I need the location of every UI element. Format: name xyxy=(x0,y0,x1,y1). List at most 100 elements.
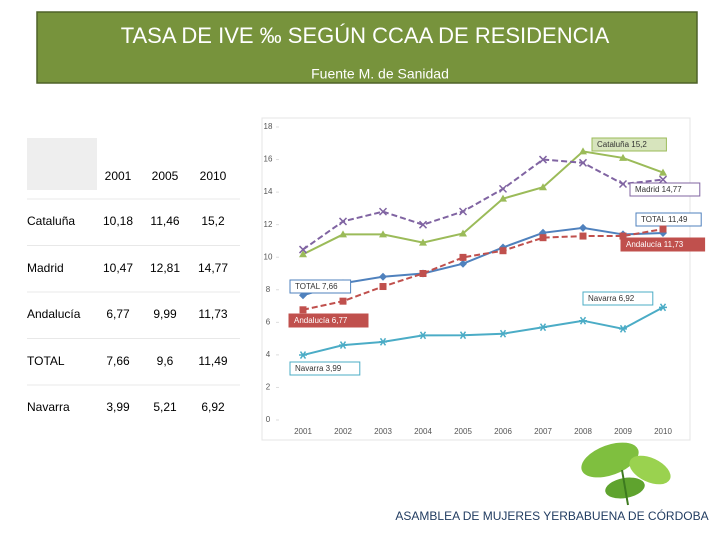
table-cell: 11,46 xyxy=(150,214,180,228)
marker xyxy=(499,194,507,202)
table-cell: 12,81 xyxy=(149,260,181,275)
series-line xyxy=(302,150,664,256)
label-box xyxy=(591,137,667,152)
table-header: 2005 xyxy=(151,169,179,183)
x-tick-label: 2002 xyxy=(334,427,352,436)
marker xyxy=(539,183,547,191)
table-cell: 11,73 xyxy=(198,307,228,321)
marker xyxy=(579,147,587,155)
data-label: Navarra 3,99 xyxy=(295,364,342,373)
y-tick-label: 16 xyxy=(264,155,273,164)
table-cell: 7,66 xyxy=(106,353,130,368)
data-label: TOTAL 7,66 xyxy=(295,282,338,291)
marker xyxy=(619,232,627,240)
data-label: Cataluña 15,2 xyxy=(597,140,647,149)
table-header: 2001 xyxy=(104,169,132,183)
marker xyxy=(339,230,347,238)
marker xyxy=(459,229,467,237)
x-tick-label: 2009 xyxy=(614,427,632,436)
marker xyxy=(339,297,347,305)
marker xyxy=(379,272,387,281)
row-label: Navarra xyxy=(27,400,70,414)
label-box xyxy=(620,237,706,252)
label-box xyxy=(288,313,369,328)
table-cell: 3,99 xyxy=(106,400,130,414)
marker xyxy=(419,331,427,340)
y-tick-label: 0 xyxy=(266,415,271,424)
marker xyxy=(659,168,667,176)
row-label: TOTAL xyxy=(27,353,65,368)
subtitle: Fuente M. de Sanidad xyxy=(311,66,449,82)
label-box xyxy=(582,291,654,306)
marker xyxy=(379,283,387,291)
label-box xyxy=(629,182,701,197)
marker xyxy=(499,247,507,255)
marker xyxy=(298,245,308,254)
marker xyxy=(618,179,628,189)
marker xyxy=(459,331,467,340)
label-box xyxy=(289,279,352,294)
marker xyxy=(418,220,428,229)
marker xyxy=(658,175,668,184)
table-corner xyxy=(27,138,97,190)
row-label: Cataluña xyxy=(27,214,76,228)
series-line xyxy=(302,226,664,297)
title-box xyxy=(36,11,698,84)
mint-leaves xyxy=(581,442,671,506)
x-tick-label: 2001 xyxy=(294,427,312,436)
marker xyxy=(459,253,467,261)
table-cell: 15,2 xyxy=(201,214,225,228)
marker xyxy=(619,153,627,161)
table-cell: 9,6 xyxy=(156,353,174,368)
marker xyxy=(379,337,387,346)
label-box xyxy=(635,212,702,227)
data-label: Andalucía 6,77 xyxy=(294,316,348,325)
y-tick-label: 12 xyxy=(264,220,273,229)
row-label: Madrid xyxy=(27,260,64,275)
marker xyxy=(339,341,347,350)
marker xyxy=(619,324,627,333)
marker xyxy=(458,207,468,216)
table-cell: 6,77 xyxy=(106,307,130,321)
marker xyxy=(539,234,547,242)
marker xyxy=(378,207,388,216)
marker xyxy=(499,329,507,338)
marker xyxy=(379,230,387,238)
data-label: Navarra 6,92 xyxy=(588,294,635,303)
footer: ASAMBLEA DE MUJERES YERBABUENA DE CÓRDOB… xyxy=(395,508,708,523)
x-tick-label: 2008 xyxy=(574,427,592,436)
table-cell: 10,47 xyxy=(102,260,134,275)
marker xyxy=(498,184,508,193)
series-line xyxy=(302,228,664,311)
table-cell: 14,77 xyxy=(197,260,229,275)
marker xyxy=(579,232,587,240)
y-tick-label: 4 xyxy=(266,350,271,359)
label-box xyxy=(289,361,361,376)
table-cell: 10,18 xyxy=(102,214,134,228)
y-tick-label: 14 xyxy=(264,187,273,196)
y-tick-label: 18 xyxy=(264,122,273,131)
table-cell: 5,21 xyxy=(153,400,177,414)
table-cell: 11,49 xyxy=(198,353,228,368)
marker xyxy=(579,223,587,232)
y-tick-label: 8 xyxy=(266,285,271,294)
data-label: Andalucía 11,73 xyxy=(626,240,684,249)
x-tick-label: 2004 xyxy=(414,427,432,436)
marker xyxy=(659,225,667,233)
title: TASA DE IVE ‰ SEGÚN CCAA DE RESIDENCIA xyxy=(121,23,610,48)
marker xyxy=(419,270,427,277)
marker xyxy=(459,259,467,268)
x-tick-label: 2005 xyxy=(454,427,472,436)
marker xyxy=(299,250,307,258)
marker xyxy=(299,306,307,314)
y-tick-label: 2 xyxy=(266,383,271,392)
marker xyxy=(579,316,587,325)
marker xyxy=(578,158,588,167)
y-tick-label: 10 xyxy=(264,252,273,261)
data-label: Madrid 14,77 xyxy=(635,185,682,194)
data-label: TOTAL 11,49 xyxy=(641,215,688,224)
chart-frame xyxy=(261,117,691,441)
table-cell: 6,92 xyxy=(201,400,225,414)
